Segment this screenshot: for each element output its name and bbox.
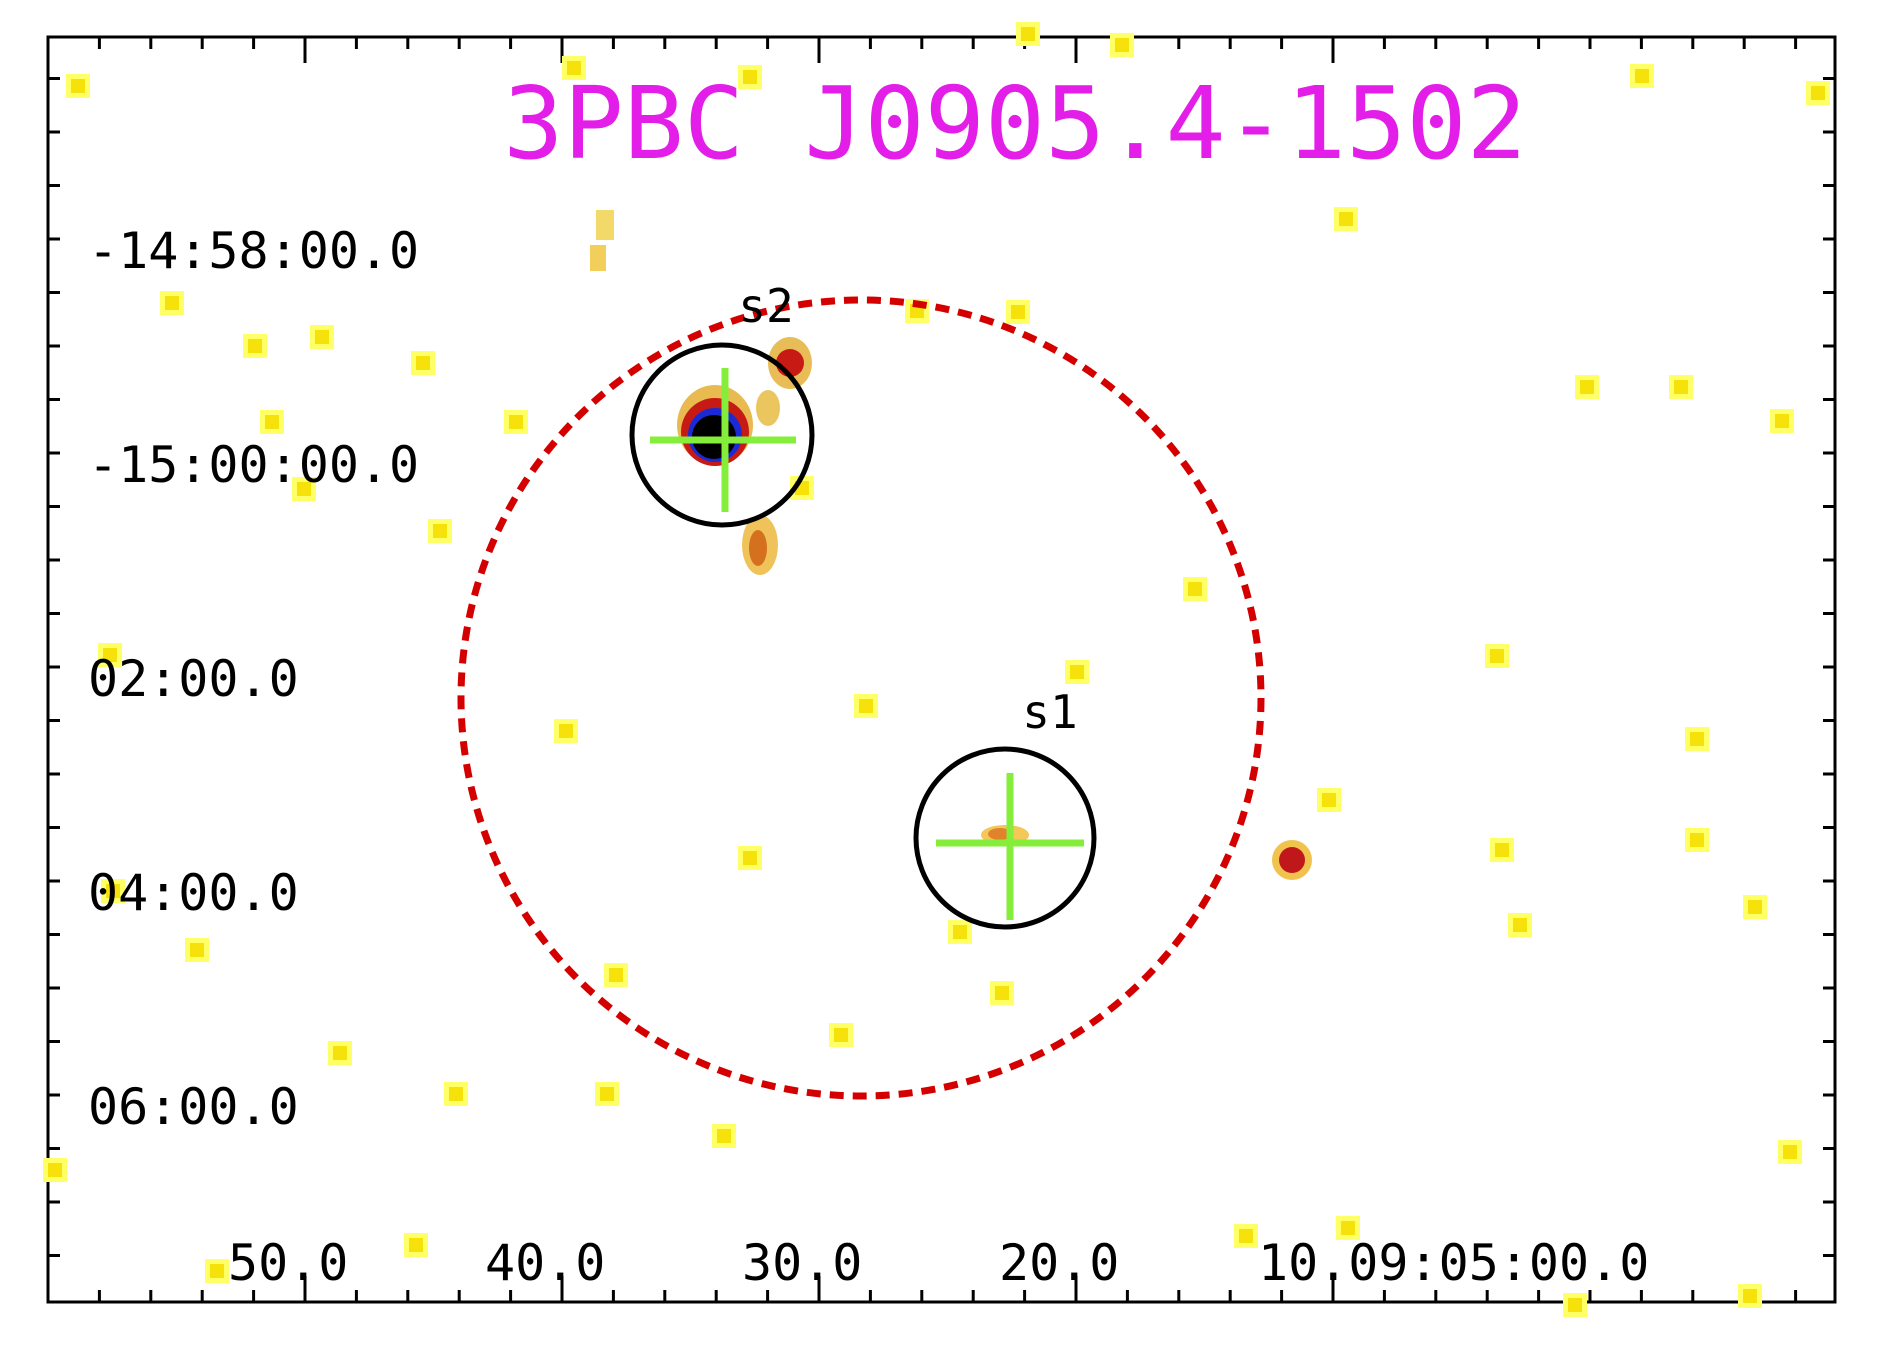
noise-pixel-core xyxy=(416,356,430,370)
noise-pixel-core xyxy=(1690,833,1704,847)
noise-pixel-core xyxy=(1495,843,1509,857)
noise-pixel-core xyxy=(1021,27,1035,41)
plot-frame xyxy=(46,35,1837,1304)
ra-label: 40.0 xyxy=(485,1234,605,1292)
noise-pixel-core xyxy=(609,968,623,982)
noise-pixel-core xyxy=(1690,732,1704,746)
noise-pixel-core xyxy=(743,70,757,84)
noise-pixel-core xyxy=(1011,305,1025,319)
source-s1-marker xyxy=(913,746,1097,930)
error-ellipse xyxy=(457,296,1265,1100)
noise-pixel-core xyxy=(1580,380,1594,394)
noise-pixel-core xyxy=(165,296,179,310)
noise-pixel-core xyxy=(1341,1221,1355,1235)
dec-label: -14:58:00.0 xyxy=(88,222,419,280)
source-s2-marker xyxy=(629,342,815,528)
axis-ticks xyxy=(46,37,1835,1302)
dec-label: 06:00.0 xyxy=(88,1078,299,1136)
noise-pixel-core xyxy=(859,699,873,713)
noise-pixel-core xyxy=(1775,414,1789,428)
noise-pixel-core xyxy=(433,524,447,538)
ra-label: 10.09:05:00.0 xyxy=(1258,1234,1649,1292)
noise-pixel-core xyxy=(1115,38,1129,52)
noise-pixel-core xyxy=(559,724,573,738)
noise-pixel-core xyxy=(1811,86,1825,100)
noise-pixel-core xyxy=(409,1238,423,1252)
noise-pixel-core xyxy=(71,79,85,93)
noise-pixel-core xyxy=(265,415,279,429)
noise-pixel-core xyxy=(567,61,581,75)
noise-pixel-core xyxy=(1743,1289,1757,1303)
noise-pixel-core xyxy=(48,1163,62,1177)
noise-pixel-core xyxy=(1748,900,1762,914)
noise-pixel-core xyxy=(210,1264,224,1278)
noise-pixel-core xyxy=(1635,69,1649,83)
noise-pixel-core xyxy=(1322,793,1336,807)
ra-label: 20.0 xyxy=(999,1234,1119,1292)
noise-pixel-core xyxy=(1674,380,1688,394)
dec-label: -15:00:00.0 xyxy=(88,436,419,494)
noise-pixel-core xyxy=(1513,918,1527,932)
ra-label: 30.0 xyxy=(742,1234,862,1292)
noise-pixel-core xyxy=(297,482,311,496)
source-label-s2: s2 xyxy=(738,279,793,333)
noise-pixel-core xyxy=(1239,1229,1253,1243)
noise-pixel-core xyxy=(1188,582,1202,596)
noise-pixel-core xyxy=(1070,665,1084,679)
ra-label: 50.0 xyxy=(228,1234,348,1292)
dec-label: 02:00.0 xyxy=(88,650,299,708)
noise-pixel-core xyxy=(333,1046,347,1060)
noise-pixel-core xyxy=(743,851,757,865)
noise-pixel-core xyxy=(1490,649,1504,663)
noise-pixel-core xyxy=(190,943,204,957)
source-label-s1: s1 xyxy=(1022,685,1077,739)
noise-pixel-core xyxy=(600,1087,614,1101)
noise-pixel-core xyxy=(717,1129,731,1143)
noise-pixel-core xyxy=(995,986,1009,1000)
noise-pixel-core xyxy=(953,925,967,939)
noise-pixel-core xyxy=(449,1087,463,1101)
noise-pixel-core xyxy=(106,884,120,898)
noise-pixel-core xyxy=(834,1028,848,1042)
dec-label: 04:00.0 xyxy=(88,864,299,922)
noise-pixel-core xyxy=(1783,1145,1797,1159)
noise-pixel-core xyxy=(103,648,117,662)
noise-pixel-core xyxy=(1568,1298,1582,1312)
noise-pixel-core xyxy=(315,330,329,344)
noise-pixel-core xyxy=(1339,212,1353,226)
noise-pixel-core xyxy=(248,339,262,353)
noise-pixel-core xyxy=(509,415,523,429)
chart-title: 3PBC J0905.4-1502 xyxy=(503,65,1527,182)
noise-pixels xyxy=(43,22,1830,1317)
bright-point-source xyxy=(1272,840,1312,880)
